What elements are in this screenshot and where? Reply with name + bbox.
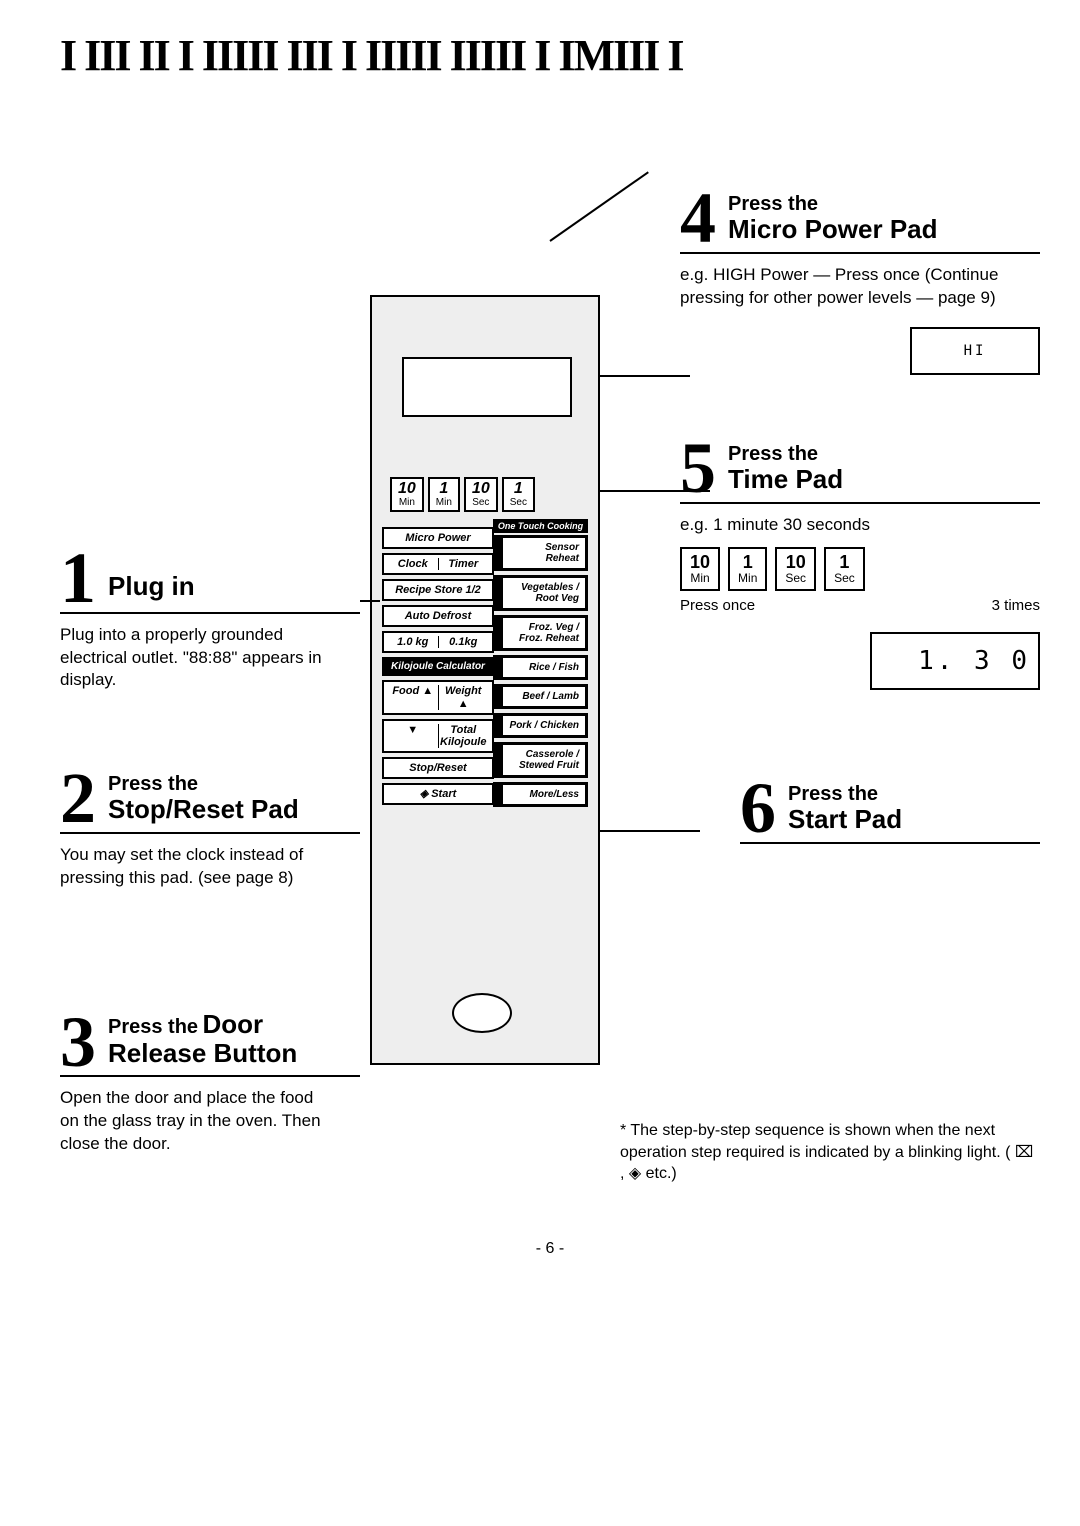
leader-line — [549, 171, 648, 241]
panel-one-touch-button: Rice / Fish — [493, 655, 588, 680]
leader-line — [600, 830, 700, 832]
step-number: 1 — [60, 550, 96, 608]
step-body: Plug into a properly grounded electrical… — [60, 624, 330, 693]
one-touch-heading: One Touch Cooking — [493, 519, 588, 533]
step-body: You may set the clock instead of pressin… — [60, 844, 330, 890]
display-readout: 1. 3 0 — [870, 632, 1040, 690]
step-2: 2 Press the Stop/Reset Pad You may set t… — [60, 770, 360, 889]
panel-display — [402, 357, 572, 417]
step-title-line1: Press the — [728, 443, 843, 465]
step-example: e.g. 1 minute 30 seconds — [680, 514, 1040, 537]
door-release-button — [452, 993, 512, 1033]
panel-button: 1.0 kg0.1kg — [382, 631, 494, 653]
step-number: 5 — [680, 440, 716, 498]
panel-button: Stop/Reset — [382, 757, 494, 779]
page-number: - 6 - — [60, 1240, 1040, 1258]
panel-left-column: Micro Power ClockTimer Recipe Store 1/2 Aut… — [382, 527, 494, 809]
panel-one-touch-button: Sensor Reheat — [493, 535, 588, 571]
caption-press-once: Press once — [680, 597, 755, 614]
display-hi: HI — [910, 327, 1040, 375]
leader-line — [600, 375, 690, 377]
panel-time-pad: 1Sec — [502, 477, 535, 512]
time-pad: 10Sec — [775, 547, 816, 591]
panel-button: Micro Power — [382, 527, 494, 549]
step-title-line2: Release Button — [108, 1039, 297, 1068]
step-title-line2: Time Pad — [728, 465, 843, 494]
panel-button: Food ▲Weight ▲ — [382, 680, 494, 714]
step-title-line1: Press the — [108, 773, 299, 795]
time-pads-row: 10Min1Min10Sec1Sec — [680, 547, 1040, 591]
step-number: 6 — [740, 780, 776, 838]
panel-button: Kilojoule Calculator — [382, 657, 494, 676]
panel-time-pad: 10Min — [390, 477, 424, 512]
leader-line — [600, 490, 710, 492]
step-title-line1: Press the — [728, 193, 938, 215]
time-pad: 1Sec — [824, 547, 865, 591]
panel-right-column: One Touch Cooking Sensor Reheat Vegetable… — [493, 519, 588, 811]
step-title-line2: Start Pad — [788, 805, 902, 834]
step-title-line2: Stop/Reset Pad — [108, 795, 299, 824]
page-title-garbled: I III II I IIIII III I IIIII IIIII I IMI… — [60, 30, 1040, 80]
footnote: * The step-by-step sequence is shown whe… — [620, 1120, 1040, 1185]
step-title-line2: Micro Power Pad — [728, 215, 938, 244]
caption-3-times: 3 times — [992, 597, 1040, 614]
step-body: Open the door and place the food on the … — [60, 1087, 330, 1156]
press-captions: Press once 3 times — [680, 597, 1040, 614]
control-panel-diagram: 10Min1Min10Sec1Sec Micro Power ClockTimer… — [370, 295, 600, 1065]
panel-time-pad: 10Sec — [464, 477, 498, 512]
step-3: 3 Press the Door Release Button Open the… — [60, 1010, 360, 1156]
step-6: 6 Press the Start Pad — [740, 780, 1040, 854]
step-example: e.g. HIGH Power — Press once (Continue p… — [680, 264, 1040, 310]
panel-one-touch-button: Pork / Chicken — [493, 713, 588, 738]
panel-one-touch-button: Beef / Lamb — [493, 684, 588, 709]
step-title: Plug in — [108, 571, 195, 608]
panel-one-touch-button: Froz. Veg / Froz. Reheat — [493, 615, 588, 651]
panel-button: Auto Defrost — [382, 605, 494, 627]
step-number: 2 — [60, 770, 96, 828]
panel-button: ClockTimer — [382, 553, 494, 575]
step-number: 4 — [680, 190, 716, 248]
time-pad: 10Min — [680, 547, 720, 591]
step-title-line1: Press the Door — [108, 1010, 297, 1039]
time-pad: 1Min — [728, 547, 767, 591]
panel-one-touch-button: Casserole / Stewed Fruit — [493, 742, 588, 778]
panel-one-touch-button: Vegetables / Root Veg — [493, 575, 588, 611]
leader-line — [360, 600, 380, 602]
panel-time-pad: 1Min — [428, 477, 460, 512]
step-1: 1 Plug in Plug into a properly grounded … — [60, 550, 360, 692]
panel-button: Recipe Store 1/2 — [382, 579, 494, 601]
step-title-line1: Press the — [788, 783, 902, 805]
panel-one-touch-button: More/Less — [493, 782, 588, 807]
main-diagram-area: 1 Plug in Plug into a properly grounded … — [60, 180, 1040, 1180]
step-5: 5 Press the Time Pad e.g. 1 minute 30 se… — [680, 440, 1040, 690]
step-4: 4 Press the Micro Power Pad e.g. HIGH Po… — [680, 190, 1040, 375]
panel-time-pads: 10Min1Min10Sec1Sec — [390, 477, 535, 512]
panel-button: ◈ Start — [382, 783, 494, 805]
step-number: 3 — [60, 1014, 96, 1072]
panel-button: ▼Total Kilojoule — [382, 719, 494, 753]
